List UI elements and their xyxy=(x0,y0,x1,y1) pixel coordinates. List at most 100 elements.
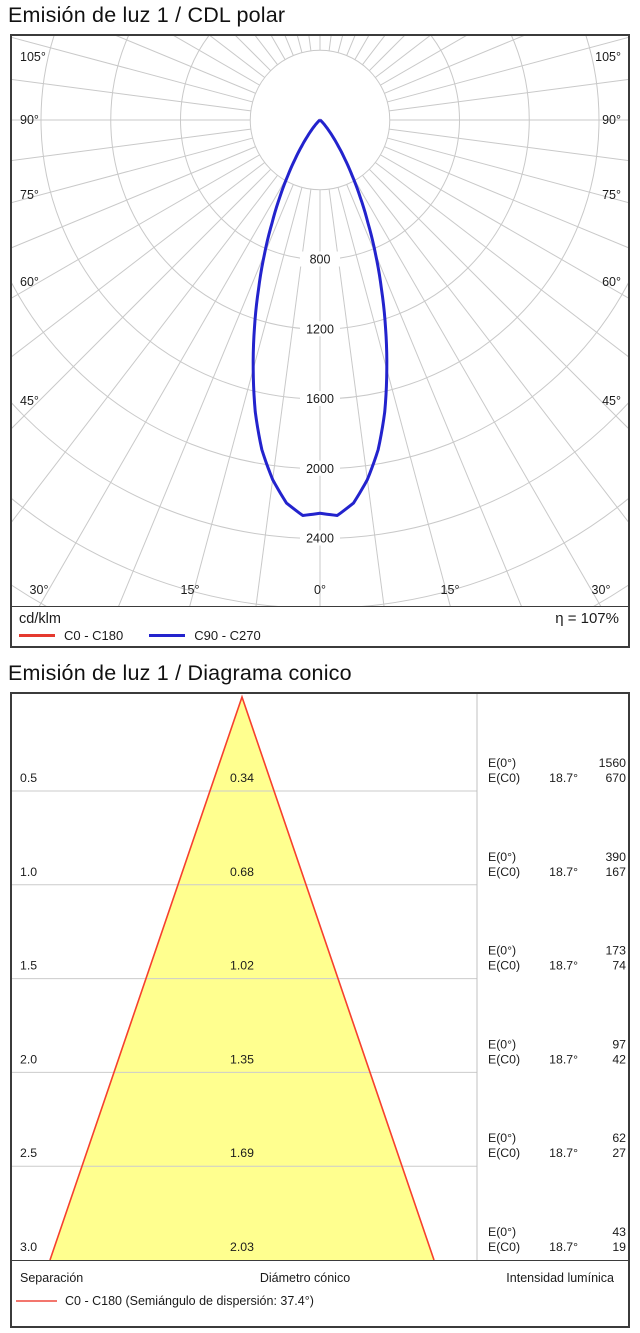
separation-column-label: Separación xyxy=(20,1271,84,1285)
beam-angle-value: 18.7° xyxy=(549,771,578,785)
legend-label: C90 - C270 xyxy=(194,628,261,643)
polar-radial-line xyxy=(235,36,272,72)
ring-value-label: 2400 xyxy=(306,532,334,546)
e0-label: E(0°) xyxy=(488,944,516,958)
polar-radial-line xyxy=(12,146,256,249)
polar-radial-line xyxy=(12,162,265,357)
polar-radial-line xyxy=(12,137,253,204)
polar-chart-footer: cd/klm η = 107% C0 - C180 C90 - C270 xyxy=(12,606,628,646)
c0-c180-line-swatch xyxy=(19,634,55,637)
cone-legend-label: C0 - C180 (Semiángulo de dispersión: 37.… xyxy=(65,1294,314,1308)
angle-label-right: 105° xyxy=(595,50,621,64)
separation-value: 0.5 xyxy=(20,771,37,785)
angle-label-bottom: 0° xyxy=(314,583,326,597)
polar-radial-line xyxy=(189,187,303,606)
angle-label-bottom: 15° xyxy=(181,583,200,597)
angle-label-right: 60° xyxy=(602,275,621,289)
polar-chart-box: 800 1200 1600 2000 2400 105° 105° 90° 90° 75° 75° 6… xyxy=(10,34,630,648)
polar-diagram: 800 1200 1600 2000 2400 105° 105° 90° 90° 75° 75° 6… xyxy=(12,36,628,606)
polar-radial-line xyxy=(384,146,628,249)
beam-angle-value: 18.7° xyxy=(549,865,578,879)
polar-radial-line xyxy=(346,36,356,56)
polar-radial-line xyxy=(368,168,628,429)
e0-value: 1560 xyxy=(599,756,627,770)
e0-value: 43 xyxy=(612,1225,626,1239)
legend-item-c0-c180: C0 - C180 xyxy=(19,628,123,643)
separation-value: 2.0 xyxy=(20,1052,37,1066)
polar-radial-line xyxy=(354,180,602,606)
polar-radial-line xyxy=(254,36,278,65)
c90-c270-line-swatch xyxy=(149,634,186,637)
ec0-value: 19 xyxy=(612,1240,626,1254)
unit-label: cd/klm xyxy=(19,611,61,627)
polar-chart-title: Emisión de luz 1 / CDL polar xyxy=(8,3,286,27)
ec0-label: E(C0) xyxy=(488,1052,520,1066)
ec0-label: E(C0) xyxy=(488,865,520,879)
diameter-value: 1.35 xyxy=(230,1052,254,1066)
polar-radial-line xyxy=(384,36,525,94)
cone-legend-line-swatch xyxy=(16,1300,57,1302)
diameter-column-label: Diámetro cónico xyxy=(259,1271,351,1285)
legend-label: C0 - C180 xyxy=(64,628,124,643)
polar-radial-line xyxy=(368,36,405,72)
angle-label-bottom: 30° xyxy=(592,583,611,597)
cone-legend: C0 - C180 (Semiángulo de dispersión: 37.… xyxy=(16,1294,314,1308)
beam-angle-value: 18.7° xyxy=(549,959,578,973)
diameter-value: 2.03 xyxy=(230,1240,254,1254)
ring-label-bg xyxy=(300,530,340,546)
separation-value: 1.5 xyxy=(20,959,37,973)
e0-label: E(0°) xyxy=(488,850,516,864)
e0-label: E(0°) xyxy=(488,1131,516,1145)
ec0-label: E(C0) xyxy=(488,959,520,973)
separation-value: 3.0 xyxy=(20,1240,37,1254)
polar-radial-line xyxy=(284,36,294,56)
angle-label-left: 45° xyxy=(20,394,39,408)
angle-label-bottom: 30° xyxy=(30,583,49,597)
ec0-value: 42 xyxy=(612,1052,626,1066)
cone-chart-box: 0.5 0.34 E(0°) 1560 E(C0) 18.7° 670 1.0 0.68 E(0°… xyxy=(10,692,630,1328)
polar-radial-line xyxy=(389,128,628,162)
angle-label-left: 90° xyxy=(20,113,39,127)
polar-radial-line xyxy=(296,36,303,53)
ec0-label: E(C0) xyxy=(488,1146,520,1160)
intensity-column-label: Intensidad lumínica xyxy=(506,1271,614,1285)
ring-value-label: 1600 xyxy=(306,392,334,406)
ring-value-label: 2000 xyxy=(306,462,334,476)
e0-value: 173 xyxy=(605,944,626,958)
polar-radial-line xyxy=(375,162,628,357)
polar-radial-line xyxy=(328,189,385,606)
ec0-label: E(C0) xyxy=(488,1240,520,1254)
angle-label-left: 105° xyxy=(20,50,46,64)
e0-label: E(0°) xyxy=(488,1037,516,1051)
polar-radial-line xyxy=(12,175,278,523)
polar-legend: C0 - C180 C90 - C270 xyxy=(19,628,287,643)
cone-triangle-edge xyxy=(49,694,435,1260)
angle-label-right: 45° xyxy=(602,394,621,408)
legend-item-c90-c270: C90 - C270 xyxy=(149,628,261,643)
cone-chart-title: Emisión de luz 1 / Diagrama conico xyxy=(8,661,352,685)
ring-label-bg xyxy=(300,460,340,476)
polar-radial-line xyxy=(380,154,628,299)
angle-label-left: 60° xyxy=(20,275,39,289)
polar-radial-line xyxy=(255,189,312,606)
ec0-value: 74 xyxy=(612,959,626,973)
polar-radial-line xyxy=(12,154,260,299)
polar-radial-line xyxy=(387,36,628,103)
ring-value-label: 800 xyxy=(310,253,331,267)
angle-label-right: 90° xyxy=(602,113,621,127)
polar-radial-line xyxy=(346,184,522,606)
polar-radial-line xyxy=(387,137,628,204)
polar-radial-line xyxy=(115,36,256,94)
angle-label-bottom: 15° xyxy=(441,583,460,597)
beam-angle-value: 18.7° xyxy=(549,1240,578,1254)
polar-radial-line xyxy=(362,175,628,523)
beam-angle-value: 18.7° xyxy=(549,1052,578,1066)
polar-radial-line xyxy=(12,78,251,112)
e0-value: 62 xyxy=(612,1131,626,1145)
polar-radial-line xyxy=(389,78,628,112)
angle-label-left: 75° xyxy=(20,188,39,202)
ring-label-bg xyxy=(300,251,340,267)
ring-label-bg xyxy=(300,391,340,406)
ec0-value: 27 xyxy=(612,1146,626,1160)
diameter-value: 0.68 xyxy=(230,865,254,879)
